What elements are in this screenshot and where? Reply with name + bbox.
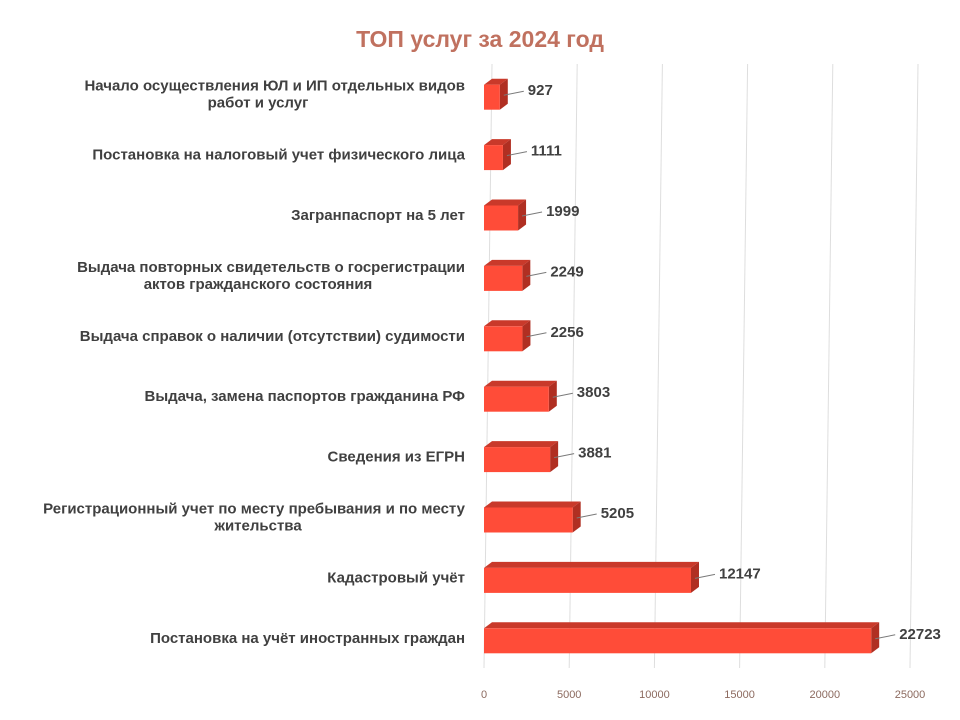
bar [484,205,519,231]
bar-top-face [484,78,508,85]
bar [484,145,503,171]
gridline [824,63,834,669]
bar [484,326,523,352]
category-label: работ и услуг [208,95,309,112]
x-tick-label: 15000 [724,689,755,701]
category-label: Выдача справок о наличии (отсутствии) су… [80,328,465,345]
bar-side-face [572,501,581,533]
leader-line [552,392,573,398]
bar-side-face [499,78,508,110]
category-label: Постановка на учёт иностранных граждан [150,630,465,647]
bar-top-face [484,622,880,629]
category-label: Кадастровый учёт [327,569,465,586]
chart-title: ТОП услуг за 2024 год [356,26,604,52]
bar-top-face [484,259,531,266]
bar-top-face [484,139,511,146]
leader-line [521,211,543,217]
category-label: Выдача, замена паспортов гражданина РФ [145,388,466,405]
x-tick-label: 20000 [810,689,841,701]
leader-line [694,573,716,579]
bar-top-face [484,501,581,508]
bar-side-face [502,139,511,171]
bar-top-face [484,441,559,448]
bar [484,447,551,473]
bar [484,265,523,291]
category-label: Регистрационный учет по месту пребывания… [43,501,466,518]
x-tick-label: 5000 [557,689,581,701]
leader-line [526,271,547,277]
bar-side-face [518,199,527,231]
bar-side-face [522,259,531,291]
gridline [739,63,749,669]
leader-line [503,90,524,96]
bar-side-face [548,380,557,412]
data-label: 3881 [578,445,611,462]
data-label: 22723 [899,626,941,643]
data-label: 927 [528,82,553,99]
data-label: 1999 [546,203,579,220]
bar-top-face [484,380,557,387]
bar-top-face [484,561,699,568]
data-label: 5205 [601,505,634,522]
leader-line [576,513,597,519]
gridline [909,63,919,669]
category-label: актов гражданского состояния [144,276,373,293]
category-label: жительства [213,518,302,535]
category-label: Выдача повторных свидетельств о госрегис… [77,259,465,276]
leader-line [875,634,896,640]
bar-side-face [522,320,531,352]
data-label: 12147 [719,565,761,582]
category-label: Начало осуществления ЮЛ и ИП отдельных в… [84,78,465,95]
bar-top-face [484,199,527,206]
bar [484,84,500,110]
data-label: 2256 [550,324,583,341]
bar-side-face [550,441,559,473]
data-label: 2249 [550,263,583,280]
x-tick-label: 0 [481,689,487,701]
bar [484,386,549,412]
category-label: Постановка на налоговый учет физического… [92,147,465,164]
category-label: Загранпаспорт на 5 лет [291,207,465,224]
leader-line [506,151,528,157]
bar [484,507,573,533]
bar-side-face [871,622,880,654]
leader-line [526,332,547,338]
data-label: 3803 [577,384,610,401]
bar-top-face [484,320,531,327]
category-label: Сведения из ЕГРН [328,449,465,466]
x-tick-label: 25000 [895,689,926,701]
leader-line [554,453,575,459]
x-tick-label: 10000 [639,689,670,701]
data-label: 1111 [531,143,562,160]
bar-side-face [690,561,699,593]
bar [484,567,691,593]
bar [484,628,872,654]
